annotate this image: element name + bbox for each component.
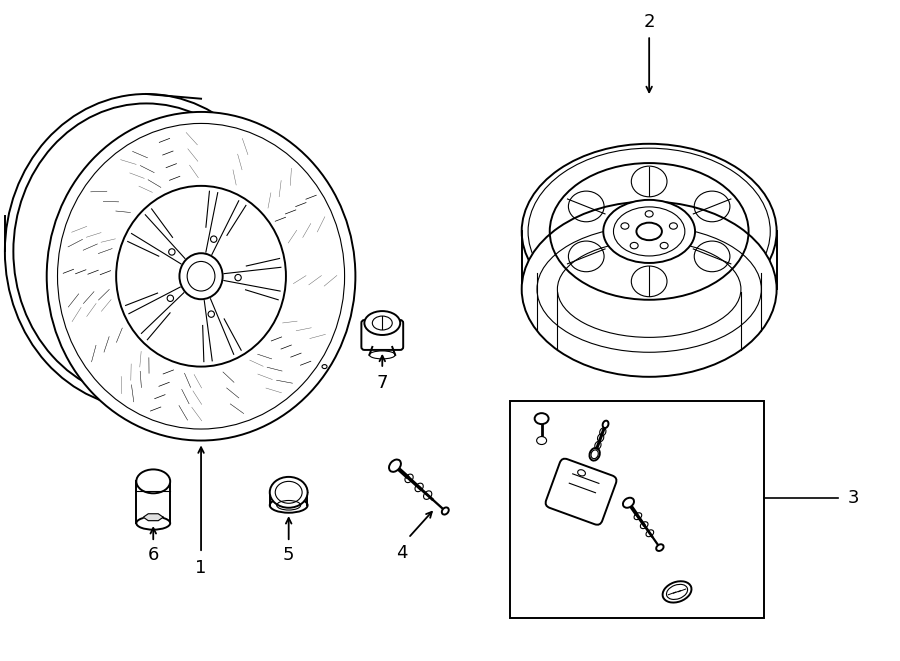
Ellipse shape (442, 508, 449, 514)
Ellipse shape (536, 436, 546, 444)
Ellipse shape (179, 253, 222, 299)
Ellipse shape (603, 420, 608, 428)
Ellipse shape (136, 469, 170, 493)
Text: 1: 1 (195, 559, 207, 577)
Ellipse shape (4, 94, 288, 408)
Ellipse shape (270, 477, 308, 508)
Bar (509, 401, 764, 618)
Ellipse shape (623, 498, 634, 508)
Ellipse shape (522, 202, 777, 377)
Ellipse shape (270, 498, 308, 513)
Text: 7: 7 (376, 373, 388, 392)
Ellipse shape (535, 413, 549, 424)
Text: 2: 2 (644, 13, 655, 31)
Ellipse shape (364, 311, 400, 335)
Ellipse shape (389, 459, 400, 472)
Ellipse shape (47, 112, 356, 440)
Ellipse shape (136, 517, 170, 529)
Ellipse shape (590, 448, 599, 461)
Text: 5: 5 (283, 546, 294, 564)
Ellipse shape (656, 544, 663, 551)
FancyBboxPatch shape (362, 320, 403, 350)
Ellipse shape (522, 144, 777, 319)
Polygon shape (143, 514, 163, 521)
Ellipse shape (662, 581, 691, 603)
Ellipse shape (116, 186, 286, 367)
FancyBboxPatch shape (545, 459, 616, 525)
Text: 4: 4 (397, 544, 408, 562)
Ellipse shape (603, 200, 695, 263)
Text: 3: 3 (848, 489, 859, 507)
Text: 6: 6 (148, 546, 159, 564)
Bar (136, 481, 170, 524)
Polygon shape (270, 481, 307, 504)
